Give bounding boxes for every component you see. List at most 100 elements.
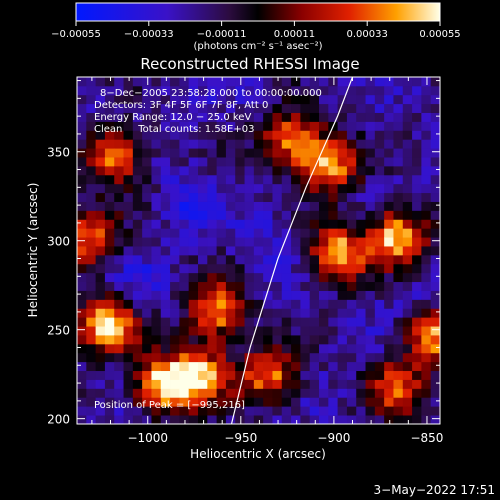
heatmap-cell [104,397,115,407]
heatmap-cell [421,94,432,105]
heatmap-cell [123,157,134,167]
heatmap-cell [179,281,190,291]
heatmap-cell [300,370,311,380]
heatmap-cell [216,290,227,300]
heatmap-cell [319,228,329,238]
heatmap-cell [309,281,320,291]
heatmap-cell [309,335,320,345]
heatmap-cell [309,299,320,309]
heatmap-cell [225,210,236,220]
heatmap-cell [356,165,366,176]
heatmap-cell [104,317,115,327]
heatmap-cell [393,343,404,354]
heatmap-cell [104,246,115,256]
heatmap-cell [225,228,236,238]
heatmap-cell [170,219,180,229]
heatmap-cell [77,201,87,211]
heatmap-cell [281,406,292,416]
heatmap-cell [393,85,404,96]
heatmap-cell [430,139,440,149]
heatmap-cell [374,219,385,229]
heatmap-cell [384,228,394,238]
heatmap-cell [114,308,124,318]
heatmap-cell [384,103,394,113]
heatmap-cell [281,103,292,113]
heatmap-cell [77,148,87,158]
heatmap-cell [95,183,106,194]
heatmap-cell [421,406,432,416]
heatmap-cell [170,254,180,265]
heatmap-cell [216,415,227,424]
heatmap-cell [393,201,404,211]
heatmap-cell [86,388,97,398]
heatmap-cell [225,174,236,185]
heatmap-cell [263,326,273,336]
heatmap-cell [160,388,171,398]
heatmap-cell [123,183,134,194]
heatmap-cell [95,272,106,283]
heatmap-cell [114,379,124,389]
heatmap-cell [309,130,320,140]
heatmap-cell [384,352,394,363]
heatmap-cell [346,148,357,158]
heatmap-cell [179,361,190,372]
colorbar-tick-label: 0.00055 [419,29,460,40]
heatmap-cell [188,263,199,274]
heatmap-cell [430,317,440,327]
heatmap-cell [132,254,143,265]
heatmap-cell [207,406,218,416]
heatmap-cell [179,335,190,345]
heatmap-cell [244,157,255,167]
heatmap-cell [328,379,339,389]
heatmap-cell [188,94,199,105]
heatmap-cell [86,219,97,229]
heatmap-cell [207,77,218,87]
heatmap-cell [263,228,273,238]
heatmap-cell [151,326,162,336]
heatmap-cell [309,121,320,131]
heatmap-cell [430,308,440,318]
heatmap-cell [198,219,208,229]
heatmap-cell [365,192,376,202]
heatmap-cell [198,139,208,149]
heatmap-cell [291,201,301,211]
heatmap-cell [244,246,255,256]
heatmap-cell [86,103,97,113]
heatmap-cell [123,165,134,176]
heatmap-cell [402,94,413,105]
heatmap-cell [337,201,348,211]
heatmap-cell [346,370,357,380]
heatmap-cell [346,85,357,96]
heatmap-cell [319,343,329,354]
heatmap-cell [198,228,208,238]
heatmap-cell [86,139,97,149]
heatmap-cell [319,352,329,363]
heatmap-cell [300,281,311,291]
heatmap-cell [412,415,422,424]
heatmap-cell [384,130,394,140]
heatmap-cell [337,237,348,247]
heatmap-cell [170,130,180,140]
heatmap-cell [291,379,301,389]
heatmap-cell [402,219,413,229]
heatmap-cell [253,290,264,300]
heatmap-cell [319,219,329,229]
heatmap-cell [253,388,264,398]
heatmap-cell [272,94,283,105]
heatmap-cell [365,317,376,327]
heatmap-cell [281,343,292,354]
heatmap-cell [142,370,152,380]
heatmap-cell [253,192,264,202]
heatmap-cell [281,157,292,167]
heatmap-cell [253,397,264,407]
heatmap-cell [151,370,162,380]
heatmap-cell [104,174,115,185]
heatmap-cell [132,299,143,309]
heatmap-cell [272,343,283,354]
heatmap-cell [142,130,152,140]
heatmap-cell [207,263,218,274]
heatmap-cell [216,219,227,229]
heatmap-cell [291,246,301,256]
heatmap-cell [365,406,376,416]
heatmap-cell [95,192,106,202]
